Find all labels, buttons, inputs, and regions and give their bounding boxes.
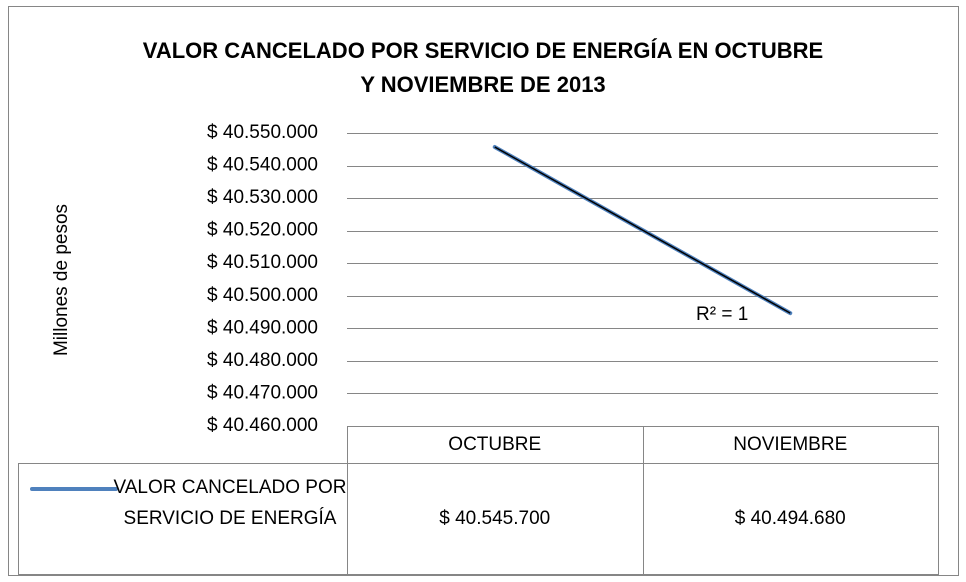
x-tick-label: OCTUBRE [448, 434, 541, 455]
y-tick-label: $ 40.530.000 [207, 187, 318, 208]
y-tick-label: $ 40.490.000 [207, 317, 318, 338]
legend-label: VALOR CANCELADO POR SERVICIO DE ENERGÍA [113, 477, 347, 529]
y-tick-label: $ 40.480.000 [207, 350, 318, 371]
y-tick-label: $ 40.500.000 [207, 285, 318, 306]
chart-title: VALOR CANCELADO POR SERVICIO DE ENERGÍA … [142, 38, 824, 97]
data-table-value: $ 40.494.680 [735, 508, 846, 529]
y-tick-label: $ 40.470.000 [207, 382, 318, 403]
trendline-label: R² = 1 [696, 304, 748, 325]
y-tick-label: $ 40.460.000 [207, 415, 318, 436]
y-tick-label: $ 40.550.000 [207, 122, 318, 143]
y-tick-label: $ 40.520.000 [207, 220, 318, 241]
y-tick-label: $ 40.510.000 [207, 252, 318, 273]
data-table-value: $ 40.545.700 [439, 508, 550, 529]
chart-border [8, 6, 959, 576]
y-tick-label: $ 40.540.000 [207, 155, 318, 176]
trendline [494, 146, 791, 314]
y-axis-label: Millones de pesos [51, 204, 72, 356]
x-tick-label: NOVIEMBRE [733, 434, 847, 455]
